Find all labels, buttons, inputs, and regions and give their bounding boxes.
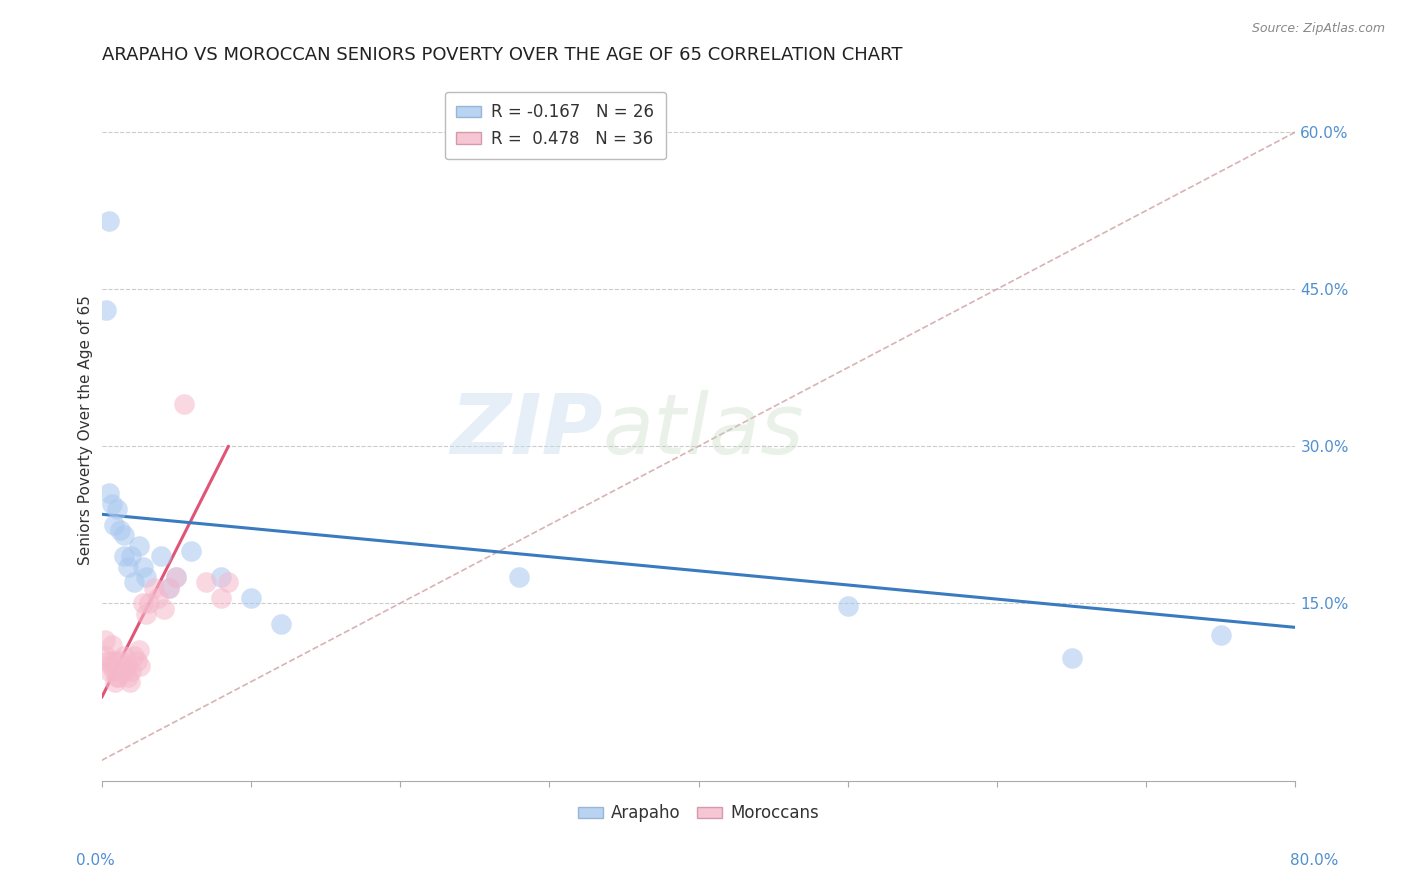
Point xyxy=(209,591,232,605)
Point xyxy=(120,665,142,679)
Point xyxy=(118,674,141,689)
Point xyxy=(105,654,128,668)
Point xyxy=(148,591,170,605)
Point xyxy=(108,523,131,537)
Text: Source: ZipAtlas.com: Source: ZipAtlas.com xyxy=(1251,22,1385,36)
Point xyxy=(104,674,127,689)
Point xyxy=(270,617,292,632)
Point xyxy=(98,214,121,228)
Point xyxy=(157,581,180,595)
Point xyxy=(103,517,125,532)
Text: 80.0%: 80.0% xyxy=(1291,854,1339,868)
Point xyxy=(128,539,150,553)
Point xyxy=(138,596,160,610)
Point xyxy=(195,575,218,590)
Point xyxy=(105,670,128,684)
Point xyxy=(153,601,176,615)
Point xyxy=(1060,650,1083,665)
Point xyxy=(132,596,155,610)
Point xyxy=(100,659,122,673)
Point xyxy=(110,654,132,668)
Point xyxy=(209,570,232,584)
Point xyxy=(112,648,135,663)
Point xyxy=(217,575,239,590)
Point xyxy=(117,559,139,574)
Point xyxy=(128,643,150,657)
Point xyxy=(98,665,121,679)
Text: atlas: atlas xyxy=(603,390,804,471)
Text: ZIP: ZIP xyxy=(450,390,603,471)
Point xyxy=(165,570,187,584)
Point xyxy=(94,303,117,318)
Point xyxy=(132,559,155,574)
Point xyxy=(180,544,202,558)
Point xyxy=(837,599,859,614)
Point xyxy=(117,670,139,684)
Point xyxy=(107,670,129,684)
Point xyxy=(157,581,180,595)
Point xyxy=(135,570,157,584)
Point xyxy=(94,648,117,663)
Point xyxy=(98,486,121,500)
Text: ARAPAHO VS MOROCCAN SENIORS POVERTY OVER THE AGE OF 65 CORRELATION CHART: ARAPAHO VS MOROCCAN SENIORS POVERTY OVER… xyxy=(101,46,903,64)
Point xyxy=(114,665,136,679)
Point xyxy=(124,575,146,590)
Point xyxy=(127,654,149,668)
Point xyxy=(165,570,187,584)
Y-axis label: Seniors Poverty Over the Age of 65: Seniors Poverty Over the Age of 65 xyxy=(79,295,93,566)
Point xyxy=(120,549,142,564)
Point xyxy=(135,607,157,621)
Point xyxy=(1209,628,1232,642)
Point xyxy=(150,549,173,564)
Point xyxy=(142,581,165,595)
Point xyxy=(101,497,124,511)
Point xyxy=(112,549,135,564)
Point xyxy=(173,397,195,411)
Point xyxy=(105,502,128,516)
Text: 0.0%: 0.0% xyxy=(76,854,115,868)
Legend: Arapaho, Moroccans: Arapaho, Moroccans xyxy=(571,797,827,830)
Point xyxy=(93,632,115,647)
Point xyxy=(103,665,125,679)
Point xyxy=(508,570,530,584)
Point xyxy=(101,638,124,652)
Point xyxy=(239,591,262,605)
Point xyxy=(129,659,152,673)
Point xyxy=(97,654,120,668)
Point xyxy=(101,654,124,668)
Point xyxy=(112,528,135,542)
Point xyxy=(108,665,131,679)
Point xyxy=(124,648,146,663)
Point xyxy=(115,659,138,673)
